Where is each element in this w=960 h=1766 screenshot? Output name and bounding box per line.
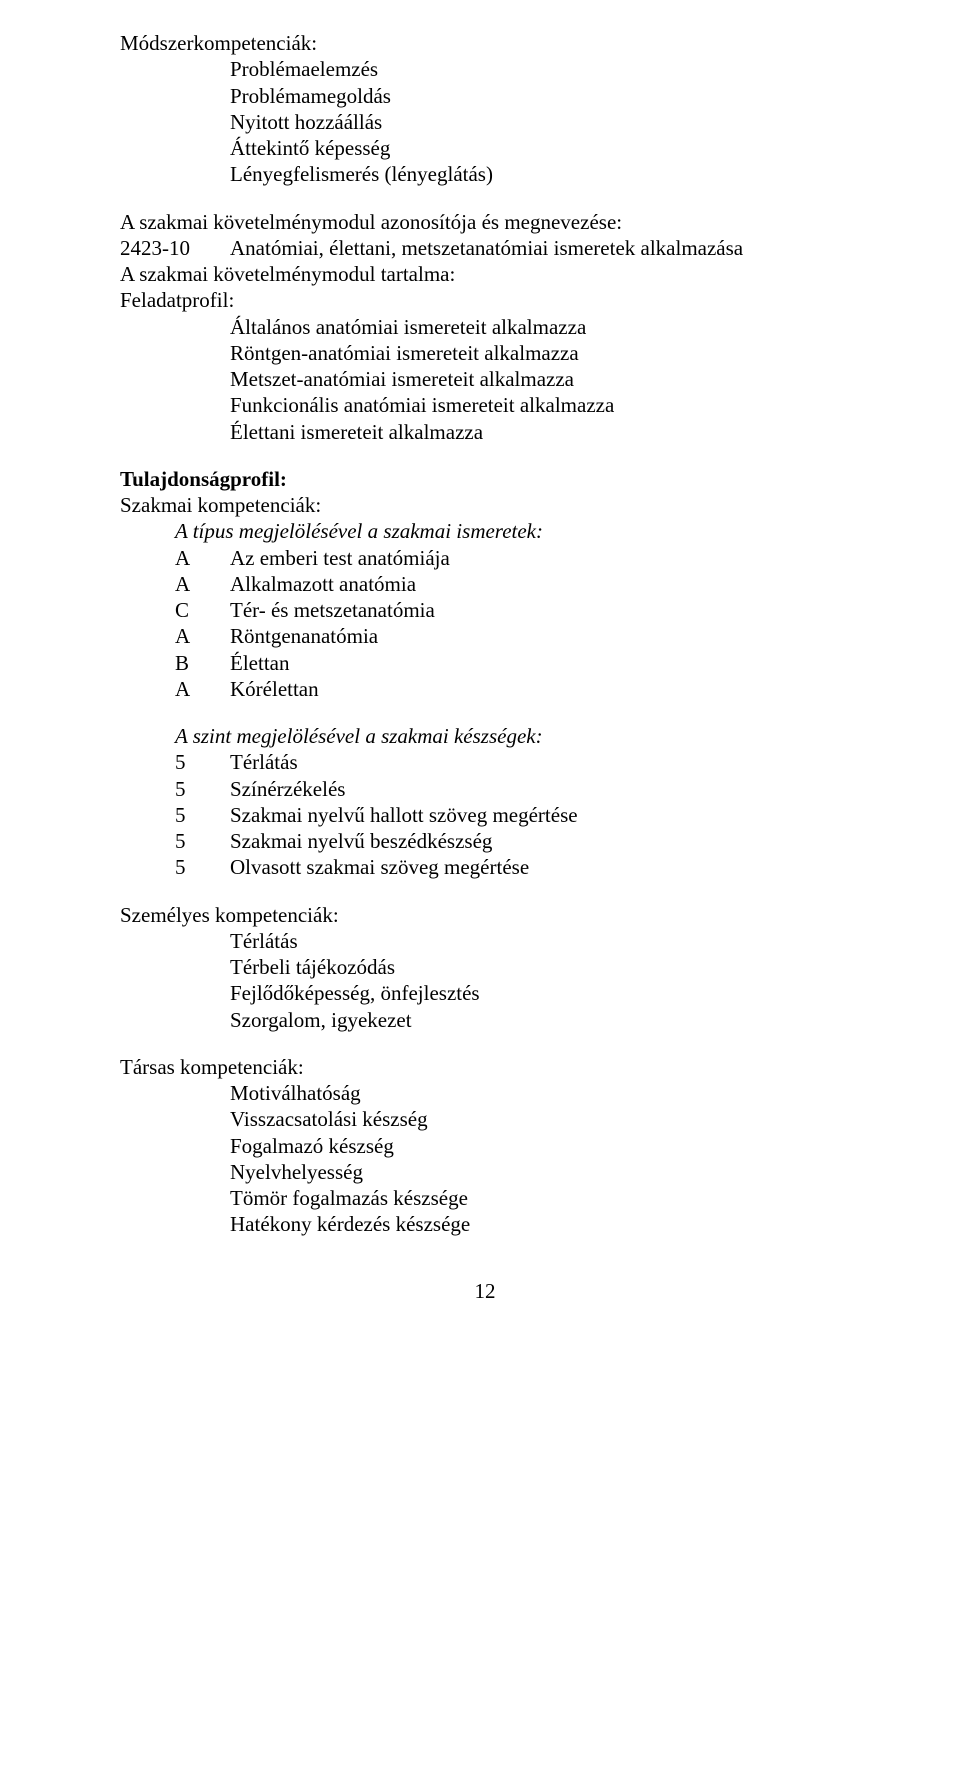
ismeret-text: Az emberi test anatómiája: [230, 545, 850, 571]
tarsas-item: Motiválhatóság: [120, 1080, 850, 1106]
keszseg-text: Szakmai nyelvű hallott szöveg megértése: [230, 802, 850, 828]
szemelyes-item: Szorgalom, igyekezet: [120, 1007, 850, 1033]
ismeret-text: Röntgenanatómia: [230, 623, 850, 649]
szemelyes-item: Térlátás: [120, 928, 850, 954]
modszer-item: Problémamegoldás: [120, 83, 850, 109]
keszseg-row: 5 Térlátás: [120, 749, 850, 775]
tarsas-heading: Társas kompetenciák:: [120, 1054, 850, 1080]
ismeret-level: C: [175, 597, 230, 623]
keszseg-row: 5 Szakmai nyelvű hallott szöveg megértés…: [120, 802, 850, 828]
keszseg-text: Olvasott szakmai szöveg megértése: [230, 854, 850, 880]
ismeret-text: Élettan: [230, 650, 850, 676]
modszer-item: Áttekintő képesség: [120, 135, 850, 161]
ismeret-row: A Az emberi test anatómiája: [120, 545, 850, 571]
modszer-item: Problémaelemzés: [120, 56, 850, 82]
keszseg-level: 5: [175, 776, 230, 802]
module-intro: A szakmai követelménymodul azonosítója é…: [120, 209, 850, 235]
modszer-item: Nyitott hozzáállás: [120, 109, 850, 135]
keszseg-row: 5 Szakmai nyelvű beszédkészség: [120, 828, 850, 854]
modszer-heading: Módszerkompetenciák:: [120, 30, 850, 56]
szakmai-kompetenciak-heading: Szakmai kompetenciák:: [120, 492, 850, 518]
keszseg-text: Színérzékelés: [230, 776, 850, 802]
feladat-item: Általános anatómiai ismereteit alkalmazz…: [120, 314, 850, 340]
tarsas-item: Nyelvhelyesség: [120, 1159, 850, 1185]
ismeret-level: A: [175, 545, 230, 571]
keszsegek-heading: A szint megjelölésével a szakmai készség…: [120, 723, 850, 749]
ismeret-row: A Kórélettan: [120, 676, 850, 702]
keszseg-row: 5 Olvasott szakmai szöveg megértése: [120, 854, 850, 880]
feladat-item: Röntgen-anatómiai ismereteit alkalmazza: [120, 340, 850, 366]
tulajdonsagprofil-heading: Tulajdonságprofil:: [120, 466, 850, 492]
ismeret-row: A Alkalmazott anatómia: [120, 571, 850, 597]
keszseg-text: Térlátás: [230, 749, 850, 775]
ismeret-level: A: [175, 623, 230, 649]
feladat-item: Metszet-anatómiai ismereteit alkalmazza: [120, 366, 850, 392]
module-title: Anatómiai, élettani, metszetanatómiai is…: [230, 235, 850, 261]
tarsas-item: Visszacsatolási készség: [120, 1106, 850, 1132]
module-code: 2423-10: [120, 235, 230, 261]
modszer-item: Lényegfelismerés (lényeglátás): [120, 161, 850, 187]
ismeret-text: Tér- és metszetanatómia: [230, 597, 850, 623]
tarsas-item: Fogalmazó készség: [120, 1133, 850, 1159]
ismeret-text: Kórélettan: [230, 676, 850, 702]
ismeret-level: A: [175, 571, 230, 597]
feladatprofil-heading: Feladatprofil:: [120, 287, 850, 313]
szemelyes-item: Fejlődőképesség, önfejlesztés: [120, 980, 850, 1006]
keszseg-text: Szakmai nyelvű beszédkészség: [230, 828, 850, 854]
tarsas-item: Hatékony kérdezés készsége: [120, 1211, 850, 1237]
keszseg-level: 5: [175, 802, 230, 828]
szemelyes-item: Térbeli tájékozódás: [120, 954, 850, 980]
ismeret-text: Alkalmazott anatómia: [230, 571, 850, 597]
keszseg-level: 5: [175, 828, 230, 854]
ismeret-level: B: [175, 650, 230, 676]
ismeret-row: C Tér- és metszetanatómia: [120, 597, 850, 623]
feladat-item: Funkcionális anatómiai ismereteit alkalm…: [120, 392, 850, 418]
ismeret-row: B Élettan: [120, 650, 850, 676]
ismeretek-heading: A típus megjelölésével a szakmai ismeret…: [120, 518, 850, 544]
feladat-item: Élettani ismereteit alkalmazza: [120, 419, 850, 445]
ismeret-level: A: [175, 676, 230, 702]
keszseg-level: 5: [175, 854, 230, 880]
page-number: 12: [120, 1278, 850, 1304]
szemelyes-heading: Személyes kompetenciák:: [120, 902, 850, 928]
module-code-line: 2423-10 Anatómiai, élettani, metszetanat…: [120, 235, 850, 261]
ismeret-row: A Röntgenanatómia: [120, 623, 850, 649]
keszseg-level: 5: [175, 749, 230, 775]
module-content-heading: A szakmai követelménymodul tartalma:: [120, 261, 850, 287]
tarsas-item: Tömör fogalmazás készsége: [120, 1185, 850, 1211]
keszseg-row: 5 Színérzékelés: [120, 776, 850, 802]
